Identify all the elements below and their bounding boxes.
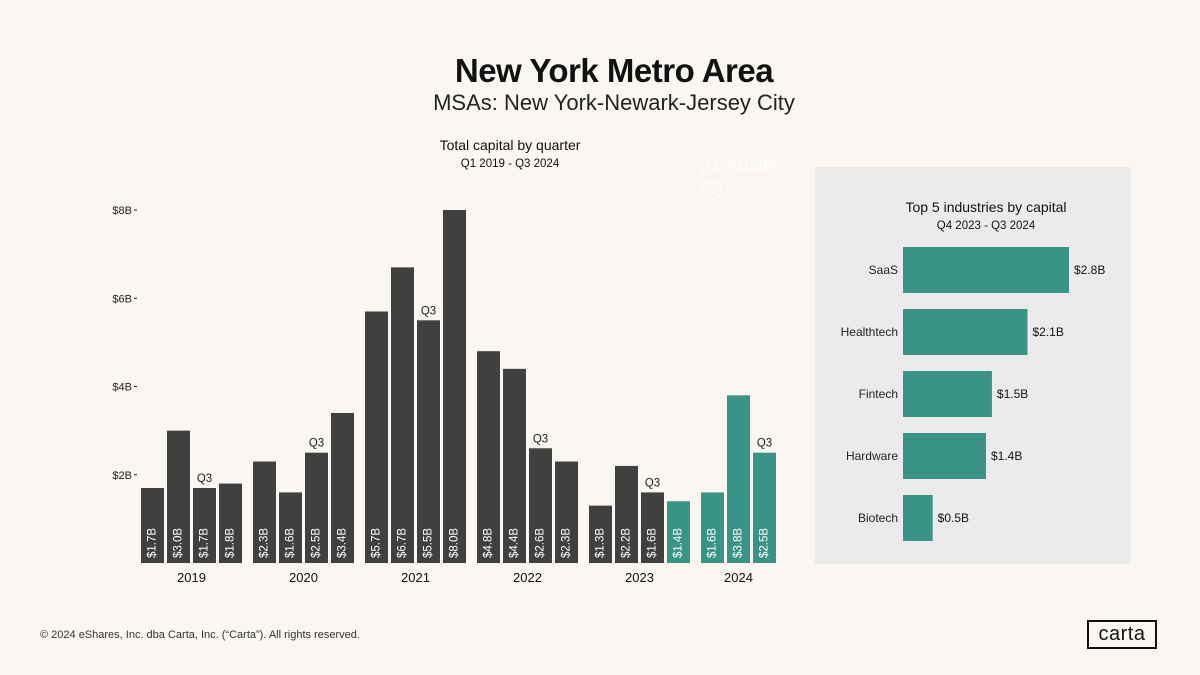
bar-value-label: $2.5B <box>311 528 323 558</box>
bar-value-label: $1.6B <box>647 528 659 558</box>
bar <box>279 492 302 563</box>
bar <box>701 492 724 563</box>
industry-label: Hardware <box>846 449 898 463</box>
bar-value-label: $2.3B <box>561 528 573 558</box>
q3-marker: Q3 <box>645 477 660 489</box>
bar <box>443 210 466 563</box>
bar-value-label: $2.3B <box>259 528 271 558</box>
bar <box>305 452 328 563</box>
year-label: 2019 <box>177 570 206 585</box>
year-label: 2020 <box>289 570 318 585</box>
industry-value-label: $2.1B <box>1033 325 1064 339</box>
year-label: 2024 <box>724 570 753 585</box>
bar-value-label: $5.5B <box>423 528 435 558</box>
bar <box>253 461 276 563</box>
year-label: 2021 <box>401 570 430 585</box>
bar-value-label: $1.4B <box>673 528 685 558</box>
bar-value-label: $3.0B <box>173 528 185 558</box>
copyright-notice: © 2024 eShares, Inc. dba Carta, Inc. (“C… <box>40 629 360 641</box>
bar <box>193 487 216 563</box>
overlay-text: 21 Austin (2) <box>700 156 778 200</box>
industries-panel: Top 5 industries by capital Q4 2023 - Q3… <box>815 167 1131 564</box>
industries-title: Top 5 industries by capital <box>905 199 1067 215</box>
bar-value-label: $8.0B <box>449 528 461 558</box>
bar <box>641 492 664 563</box>
overlay-line: (2) <box>700 178 724 199</box>
chart-title: Total capital by quarter <box>439 137 581 153</box>
industry-value-label: $2.8B <box>1074 263 1105 277</box>
bar <box>141 487 164 563</box>
page-title: New York Metro Area <box>454 52 774 89</box>
industry-label: Biotech <box>858 511 898 525</box>
page-subtitle: MSAs: New York-Newark-Jersey City <box>433 90 795 115</box>
industries-chart: SaaS $2.8B Healthtech $2.1B Fintech $1.5B Hard… <box>841 247 1105 541</box>
industries-subtitle: Q4 2023 - Q3 2024 <box>936 220 1036 232</box>
bar <box>615 465 638 563</box>
bar <box>727 395 750 563</box>
bar <box>529 448 552 563</box>
industry-bar <box>903 371 992 417</box>
bar <box>477 351 500 563</box>
bar <box>667 501 690 563</box>
bar <box>555 461 578 563</box>
bar-value-label: $1.3B <box>595 528 607 558</box>
industry-bar <box>903 309 1028 355</box>
industry-bar <box>903 495 933 541</box>
bar <box>589 505 612 563</box>
q3-marker: Q3 <box>421 305 436 317</box>
bar <box>753 452 776 563</box>
industry-label: Healthtech <box>841 325 898 339</box>
q3-marker: Q3 <box>757 438 772 450</box>
bar-value-label: $2.5B <box>759 528 771 558</box>
q3-marker: Q3 <box>309 438 324 450</box>
bar-value-label: $6.7B <box>397 528 409 558</box>
year-label: 2022 <box>513 570 542 585</box>
bar <box>417 320 440 563</box>
chart-subtitle: Q1 2019 - Q3 2024 <box>460 158 560 170</box>
carta-logo: carta <box>1087 620 1157 649</box>
bar <box>219 483 242 563</box>
bar-value-label: $1.8B <box>225 528 237 558</box>
industry-value-label: $1.5B <box>997 387 1028 401</box>
industry-value-label: $1.4B <box>991 449 1022 463</box>
bar-value-label: $4.4B <box>509 528 521 558</box>
q3-marker: Q3 <box>533 433 548 445</box>
bar <box>503 368 526 563</box>
bar-value-label: $2.6B <box>535 528 547 558</box>
bar-value-label: $5.7B <box>371 528 383 558</box>
industry-label: Fintech <box>859 387 898 401</box>
bar-value-label: $2.2B <box>621 528 633 558</box>
bar <box>365 311 388 563</box>
y-tick-label: $8B <box>112 205 132 217</box>
industry-label: SaaS <box>869 263 898 277</box>
y-tick-label: $2B <box>112 470 132 482</box>
industry-value-label: $0.5B <box>938 511 969 525</box>
bar-value-label: $1.6B <box>285 528 297 558</box>
bar-value-label: $1.6B <box>707 528 719 558</box>
bar-value-label: $3.8B <box>733 528 745 558</box>
bar-value-label: $3.4B <box>337 528 349 558</box>
bar-value-label: $4.8B <box>483 528 495 558</box>
overlay-line: 21 Austin <box>700 156 779 177</box>
bar-value-label: $1.7B <box>199 528 211 558</box>
bar-value-label: $1.7B <box>147 528 159 558</box>
industry-bar <box>903 247 1069 293</box>
q3-marker: Q3 <box>197 473 212 485</box>
bar <box>167 430 190 563</box>
quarterly-capital-chart: $2B $4B $6B $8B $1.7B $3.0B $1.7B Q3 $1.8B 2019 $2… <box>112 205 776 585</box>
y-tick-label: $6B <box>112 293 132 305</box>
bar <box>331 412 354 563</box>
bar <box>391 267 414 563</box>
y-tick-label: $4B <box>112 382 132 394</box>
year-label: 2023 <box>625 570 654 585</box>
industry-bar <box>903 433 986 479</box>
